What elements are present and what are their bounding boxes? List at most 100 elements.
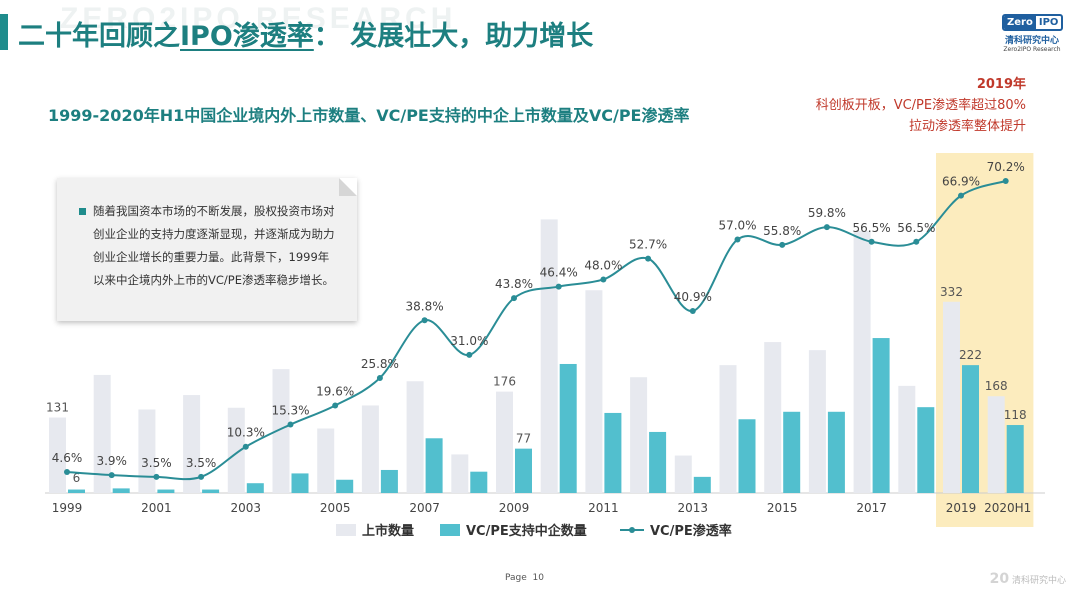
data-label-rate: 46.4%: [540, 266, 578, 280]
data-label-rate: 25.8%: [361, 357, 399, 371]
bar-vcpe: [380, 469, 398, 493]
rate-point: [332, 402, 339, 409]
page-label: Page: [505, 573, 527, 583]
data-label-rate: 3.5%: [141, 456, 172, 470]
data-label-rate: 40.9%: [674, 290, 712, 304]
legend-label-vcpe: VC/PE支持中企数量: [466, 523, 587, 539]
bar-listed: [496, 391, 513, 493]
x-tick-label: 2017: [856, 501, 887, 515]
legend-label-rate: VC/PE渗透率: [650, 523, 732, 539]
legend-label-listed: 上市数量: [362, 523, 414, 539]
bar-listed: [764, 342, 782, 493]
bar-listed: [540, 219, 558, 493]
bar-listed: [93, 374, 111, 493]
rate-point: [868, 238, 875, 245]
bar-vcpe: [68, 489, 85, 493]
annotation-line1: 科创板开板，VC/PE渗透率超过80%: [815, 98, 1026, 113]
rate-point: [913, 238, 920, 245]
rate-point: [1002, 178, 1009, 184]
brand-logo: Zero IPO 清科研究中心 Zero2IPO Research: [1002, 10, 1064, 53]
rate-point: [108, 472, 115, 479]
bar-listed: [853, 230, 871, 494]
bar-listed: [406, 381, 424, 493]
bar-listed: [943, 301, 960, 493]
data-label-vcpe: 77: [516, 432, 531, 446]
bar-vcpe: [336, 479, 354, 493]
bar-vcpe: [917, 407, 935, 493]
data-label-rate: 3.9%: [96, 454, 127, 468]
data-label-rate: 43.8%: [495, 277, 533, 291]
page-title-part1: 二十年回顾之: [18, 21, 180, 52]
data-label-rate: 55.8%: [763, 224, 801, 238]
annotation-year: 2019年: [976, 77, 1026, 92]
x-tick-label: 2009: [499, 501, 530, 515]
x-tick-label: 1999: [52, 501, 83, 515]
x-tick-label: 2019: [946, 501, 977, 515]
rate-point: [242, 443, 249, 450]
rate-point: [511, 295, 517, 302]
logo-name-cn: 清科研究中心: [1004, 36, 1059, 46]
annotation-2019: 2019年 科创板开板，VC/PE渗透率超过80% 拉动渗透率整体提升: [816, 74, 1026, 137]
rate-point: [287, 421, 294, 428]
bar-vcpe: [693, 476, 711, 493]
callout-fold-corner: [339, 178, 357, 196]
page-number-value: 10: [532, 573, 544, 583]
bar-listed: [808, 350, 826, 493]
data-label-rate: 19.6%: [316, 384, 354, 398]
logo-name-en: Zero2IPO Research: [1003, 46, 1061, 53]
logo-badge-right: IPO: [1038, 17, 1059, 28]
bar-listed: [138, 409, 156, 493]
page-title: 二十年回顾之IPO渗透率： 发展壮大，助力增长: [18, 14, 593, 53]
bar-vcpe: [962, 365, 979, 493]
x-tick-label: 2001: [141, 501, 172, 515]
bar-vcpe: [1006, 425, 1024, 493]
rate-point: [421, 317, 428, 324]
rate-point: [555, 283, 562, 290]
data-label-vcpe: 118: [1004, 408, 1027, 422]
data-label-rate: 59.8%: [808, 206, 846, 220]
data-label-listed: 176: [493, 375, 516, 389]
x-tick-label: 2005: [320, 501, 351, 515]
bar-listed: [361, 405, 379, 493]
data-label-rate: 3.5%: [186, 456, 217, 470]
bullet-square-icon: [79, 208, 86, 215]
bar-listed: [674, 455, 692, 493]
data-label-rate: 31.0%: [450, 334, 488, 348]
bar-vcpe: [738, 419, 756, 493]
x-tick-label: 2007: [409, 501, 440, 515]
bar-listed: [227, 407, 245, 493]
rate-point: [779, 241, 786, 248]
bar-vcpe: [872, 338, 890, 493]
data-label-rate: 57.0%: [718, 219, 756, 233]
rate-point: [376, 374, 383, 381]
bar-listed: [987, 396, 1005, 493]
data-label-vcpe: 222: [959, 348, 982, 362]
bar-vcpe: [649, 431, 667, 493]
data-label-rate: 15.3%: [271, 404, 309, 418]
data-label-rate: 38.8%: [406, 299, 444, 313]
data-label-listed: 131: [46, 401, 69, 415]
rate-point: [466, 351, 473, 358]
title-accent-bar: [0, 14, 8, 50]
bar-vcpe: [425, 438, 443, 493]
rate-point: [198, 473, 205, 480]
rate-point: [600, 276, 607, 283]
data-label-rate: 4.6%: [52, 451, 83, 465]
note-callout: 随着我国资本市场的不断发展，股权投资市场对创业企业的支持力度逐渐显现，并逐渐成为…: [57, 178, 357, 321]
footer-logo-text: 清科研究中心: [1011, 576, 1066, 586]
bar-listed: [317, 428, 335, 493]
logo-badge-left: Zero: [1004, 16, 1036, 29]
page-title-part3: ： 发展壮大，助力增长: [313, 21, 594, 52]
bar-listed: [630, 377, 648, 493]
chart-title: 1999-2020年H1中国企业境内外上市数量、VC/PE支持的中企上市数量及V…: [48, 106, 690, 125]
data-label-rate: 56.5%: [897, 221, 935, 235]
data-label-listed: 168: [985, 379, 1008, 393]
bar-vcpe: [515, 448, 532, 493]
legend-swatch-listed: [336, 524, 356, 536]
x-tick-label: 2003: [231, 501, 262, 515]
rate-line-series: [66, 180, 1007, 481]
data-label-rate: 52.7%: [629, 238, 667, 252]
note-text: 随着我国资本市场的不断发展，股权投资市场对创业企业的支持力度逐渐显现，并逐渐成为…: [93, 204, 335, 287]
rate-point: [734, 236, 741, 243]
rate-point: [823, 224, 830, 231]
